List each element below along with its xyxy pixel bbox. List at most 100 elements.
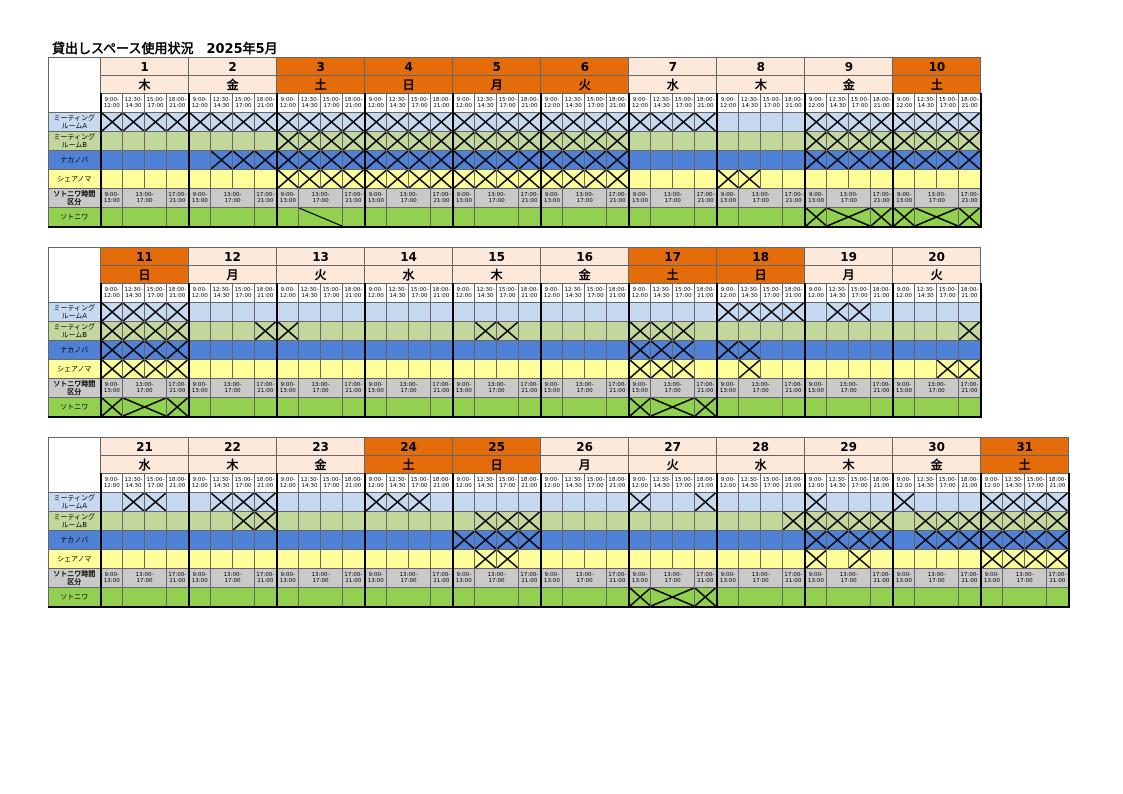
booked-x-mark — [1047, 493, 1068, 511]
booked-slot — [914, 131, 938, 151]
booked-slot — [99, 321, 123, 341]
sotoniwa-slot — [826, 397, 872, 418]
corner-cell — [48, 57, 101, 113]
available-slot — [562, 530, 586, 550]
available-slot — [144, 549, 167, 569]
available-slot — [122, 150, 145, 170]
booked-slot — [738, 169, 762, 189]
available-slot — [298, 321, 322, 341]
time-slot-label: 12:30- 14:30 — [914, 93, 938, 113]
available-slot — [187, 150, 212, 170]
sotoniwa-slot — [891, 397, 916, 418]
time-slot-label: 18:00- 21:00 — [342, 473, 366, 493]
booked-x-mark — [145, 360, 166, 378]
sotoniwa-slot — [782, 397, 806, 418]
day-number: 11 — [99, 247, 190, 266]
available-slot — [165, 169, 190, 189]
available-slot — [606, 530, 630, 550]
booked-x-mark — [387, 170, 408, 188]
booked-slot — [539, 150, 564, 170]
available-slot — [518, 302, 542, 322]
available-slot — [694, 359, 718, 379]
available-slot — [584, 340, 608, 360]
available-slot — [232, 131, 256, 151]
booked-slot — [275, 131, 300, 151]
sotoniwa-time-slot: 17:00- 21:00 — [430, 378, 454, 398]
booked-slot — [958, 150, 982, 170]
time-slot-label: 9:00- 12:00 — [979, 473, 1004, 493]
time-slot-label: 15:00- 17:00 — [584, 93, 608, 113]
day-number: 22 — [188, 437, 278, 456]
booked-x-mark — [982, 531, 1003, 549]
booked-x-mark — [431, 151, 452, 169]
time-slot-label: 12:30- 14:30 — [650, 93, 674, 113]
available-slot — [386, 302, 410, 322]
sotoniwa-time-slot: 13:00- 17:00 — [650, 378, 696, 398]
sotoniwa-time-slot: 17:00- 21:00 — [606, 378, 630, 398]
available-slot — [430, 492, 454, 512]
available-slot — [254, 169, 278, 189]
schedule-table: 21 22 23 24 25 26 27 28 29 30 31 水木金土日月火水木金土 9:00- 12… — [48, 437, 1070, 608]
sotoniwa-slot — [738, 587, 784, 608]
room-label: ナカノバ — [48, 150, 101, 170]
available-slot — [298, 302, 322, 322]
available-slot — [914, 549, 938, 569]
time-slot-label: 9:00- 12:00 — [803, 283, 828, 303]
available-slot — [518, 492, 542, 512]
day-weekday: 火 — [628, 455, 718, 474]
available-slot — [408, 359, 432, 379]
available-slot — [650, 511, 674, 531]
booked-slot — [870, 511, 894, 531]
time-slot-label: 9:00- 12:00 — [275, 283, 300, 303]
time-slot-label: 18:00- 21:00 — [430, 473, 454, 493]
day-weekday: 日 — [716, 265, 806, 284]
booked-x-mark — [1047, 550, 1068, 568]
available-slot — [936, 340, 960, 360]
sotoniwa-time-slot: 17:00- 21:00 — [870, 568, 894, 588]
available-slot — [474, 302, 498, 322]
day-number: 18 — [716, 247, 806, 266]
booked-slot — [1024, 530, 1048, 550]
booked-x-mark — [497, 550, 518, 568]
available-slot — [672, 169, 696, 189]
available-slot — [650, 131, 674, 151]
booked-x-mark — [321, 170, 342, 188]
time-slot-label: 18:00- 21:00 — [606, 473, 630, 493]
available-slot — [122, 169, 145, 189]
available-slot — [144, 131, 167, 151]
time-slot-label: 9:00- 12:00 — [451, 283, 476, 303]
sotoniwa-time-slot: 9:00- 13:00 — [715, 378, 740, 398]
booked-x-mark — [937, 151, 958, 169]
available-slot — [187, 530, 212, 550]
sotoniwa-slot — [430, 397, 454, 418]
sotoniwa-time-slot: 9:00- 13:00 — [275, 188, 300, 208]
booked-x-mark — [497, 132, 518, 150]
booked-x-mark — [519, 132, 540, 150]
day-weekday: 土 — [892, 75, 982, 94]
available-slot — [518, 321, 542, 341]
sotoniwa-time-slot: 13:00- 17:00 — [914, 568, 960, 588]
booked-slot — [408, 492, 432, 512]
booked-slot — [165, 359, 190, 379]
available-slot — [99, 131, 123, 151]
available-slot — [694, 511, 718, 531]
booked-x-mark — [145, 493, 166, 511]
booked-slot — [826, 530, 850, 550]
booked-slot — [826, 302, 850, 322]
booked-x-mark — [585, 132, 606, 150]
sotoniwa-slot — [782, 587, 806, 608]
booked-slot — [672, 340, 696, 360]
booked-slot — [165, 321, 190, 341]
booked-x-mark — [959, 151, 980, 169]
time-slot-label: 9:00- 12:00 — [715, 283, 740, 303]
sotoniwa-time-slot: 9:00- 13:00 — [539, 188, 564, 208]
booked-x-mark — [123, 360, 144, 378]
available-slot — [99, 169, 123, 189]
booked-slot — [1046, 549, 1070, 569]
available-slot — [496, 340, 520, 360]
booked-slot — [715, 340, 740, 360]
time-slot-label: 9:00- 12:00 — [627, 93, 652, 113]
available-slot — [803, 302, 828, 322]
booked-slot — [803, 549, 828, 569]
booked-x-mark — [145, 113, 166, 131]
